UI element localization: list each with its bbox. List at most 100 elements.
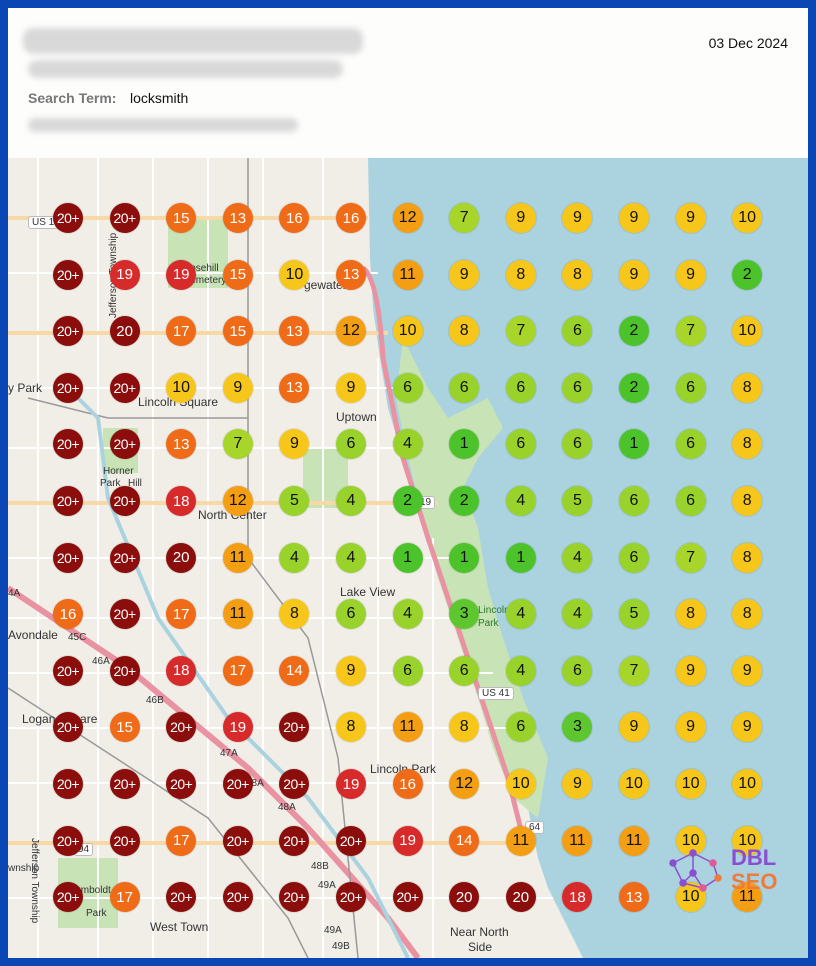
rank-pin[interactable]: 6	[505, 712, 536, 743]
rank-pin[interactable]: 10	[732, 825, 763, 856]
rank-pin[interactable]: 9	[222, 372, 253, 403]
rank-pin[interactable]: 17	[166, 316, 197, 347]
rank-pin[interactable]: 20+	[166, 769, 197, 799]
rank-pin[interactable]: 8	[732, 599, 763, 630]
rank-pin[interactable]: 15	[222, 316, 253, 347]
rank-pin[interactable]: 10	[732, 203, 763, 233]
rank-pin[interactable]: 12	[392, 203, 423, 233]
rank-pin[interactable]: 9	[675, 259, 706, 290]
rank-pin[interactable]: 8	[732, 486, 763, 516]
rank-pin[interactable]: 19	[392, 825, 423, 856]
rank-pin[interactable]: 13	[279, 316, 310, 347]
rank-pin[interactable]: 10	[279, 259, 310, 290]
rank-pin[interactable]: 20+	[53, 429, 83, 460]
rank-pin[interactable]: 2	[619, 316, 649, 347]
rank-pin[interactable]: 13	[336, 259, 366, 290]
rank-pin[interactable]: 18	[562, 882, 593, 913]
rank-pin[interactable]: 13	[222, 203, 253, 233]
rank-pin[interactable]: 4	[336, 486, 366, 516]
rank-pin[interactable]: 1	[619, 429, 649, 460]
rank-pin[interactable]: 8	[449, 712, 480, 743]
rank-pin[interactable]: 4	[392, 429, 423, 460]
rank-pin[interactable]: 10	[732, 316, 763, 347]
rank-pin[interactable]: 6	[562, 316, 593, 347]
rank-pin[interactable]: 11	[732, 882, 763, 913]
rank-pin[interactable]: 20+	[109, 429, 140, 460]
rank-pin[interactable]: 20+	[392, 882, 423, 913]
rank-pin[interactable]: 10	[166, 372, 197, 403]
rank-pin[interactable]: 20+	[109, 372, 140, 403]
rank-pin[interactable]: 20+	[109, 655, 140, 686]
rank-pin[interactable]: 7	[675, 316, 706, 347]
rank-pin[interactable]: 20+	[336, 825, 366, 856]
rank-pin[interactable]: 11	[392, 712, 423, 743]
rank-pin[interactable]: 10	[675, 769, 706, 799]
rank-pin[interactable]: 1	[449, 429, 480, 460]
rank-pin[interactable]: 18	[166, 655, 197, 686]
rank-pin[interactable]: 16	[53, 599, 83, 630]
rank-pin[interactable]: 6	[449, 372, 480, 403]
rank-pin[interactable]: 20+	[53, 259, 83, 290]
rank-pin[interactable]: 6	[675, 429, 706, 460]
rank-pin[interactable]: 12	[336, 316, 366, 347]
rank-pin[interactable]: 6	[505, 429, 536, 460]
rank-pin[interactable]: 20+	[109, 769, 140, 799]
rank-pin[interactable]: 17	[109, 882, 140, 913]
rank-pin[interactable]: 7	[222, 429, 253, 460]
rank-pin[interactable]: 4	[562, 542, 593, 573]
rank-pin[interactable]: 20+	[109, 542, 140, 573]
rank-pin[interactable]: 6	[562, 655, 593, 686]
rank-pin[interactable]: 20+	[53, 372, 83, 403]
rank-pin[interactable]: 17	[166, 599, 197, 630]
rank-map[interactable]: Uptown Lake View Lincoln Park Logan Squa…	[8, 158, 808, 958]
rank-pin[interactable]: 2	[392, 486, 423, 516]
rank-pin[interactable]: 20+	[336, 882, 366, 913]
rank-pin[interactable]: 19	[222, 712, 253, 743]
rank-pin[interactable]: 19	[109, 259, 140, 290]
rank-pin[interactable]: 20+	[109, 486, 140, 516]
rank-pin[interactable]: 20+	[166, 712, 197, 743]
rank-pin[interactable]: 9	[279, 429, 310, 460]
rank-pin[interactable]: 9	[505, 203, 536, 233]
rank-pin[interactable]: 11	[505, 825, 536, 856]
rank-pin[interactable]: 20+	[53, 486, 83, 516]
rank-pin[interactable]: 20+	[53, 655, 83, 686]
rank-pin[interactable]: 2	[732, 259, 763, 290]
rank-pin[interactable]: 20+	[222, 825, 253, 856]
rank-pin[interactable]: 13	[166, 429, 197, 460]
rank-pin[interactable]: 6	[336, 599, 366, 630]
rank-pin[interactable]: 12	[222, 486, 253, 516]
rank-pin[interactable]: 9	[619, 259, 649, 290]
rank-pin[interactable]: 9	[619, 203, 649, 233]
rank-pin[interactable]: 6	[392, 655, 423, 686]
rank-pin[interactable]: 10	[619, 769, 649, 799]
rank-pin[interactable]: 20+	[53, 882, 83, 913]
rank-pin[interactable]: 2	[619, 372, 649, 403]
rank-pin[interactable]: 11	[392, 259, 423, 290]
rank-pin[interactable]: 20+	[53, 316, 83, 347]
rank-pin[interactable]: 14	[449, 825, 480, 856]
rank-pin[interactable]: 11	[222, 542, 253, 573]
rank-pin[interactable]: 20+	[222, 882, 253, 913]
rank-pin[interactable]: 8	[279, 599, 310, 630]
rank-pin[interactable]: 9	[562, 769, 593, 799]
rank-pin[interactable]: 4	[279, 542, 310, 573]
rank-pin[interactable]: 9	[336, 372, 366, 403]
rank-pin[interactable]: 20+	[53, 712, 83, 743]
rank-pin[interactable]: 6	[675, 486, 706, 516]
rank-pin[interactable]: 1	[449, 542, 480, 573]
rank-pin[interactable]: 3	[449, 599, 480, 630]
rank-pin[interactable]: 20+	[109, 599, 140, 630]
rank-pin[interactable]: 20+	[109, 203, 140, 233]
rank-pin[interactable]: 8	[732, 429, 763, 460]
rank-pin[interactable]: 1	[505, 542, 536, 573]
rank-pin[interactable]: 20+	[53, 825, 83, 856]
rank-pin[interactable]: 6	[392, 372, 423, 403]
rank-pin[interactable]: 4	[392, 599, 423, 630]
rank-pin[interactable]: 11	[619, 825, 649, 856]
rank-pin[interactable]: 3	[562, 712, 593, 743]
rank-pin[interactable]: 20	[449, 882, 480, 913]
rank-pin[interactable]: 8	[562, 259, 593, 290]
rank-pin[interactable]: 20+	[279, 825, 310, 856]
rank-pin[interactable]: 8	[449, 316, 480, 347]
